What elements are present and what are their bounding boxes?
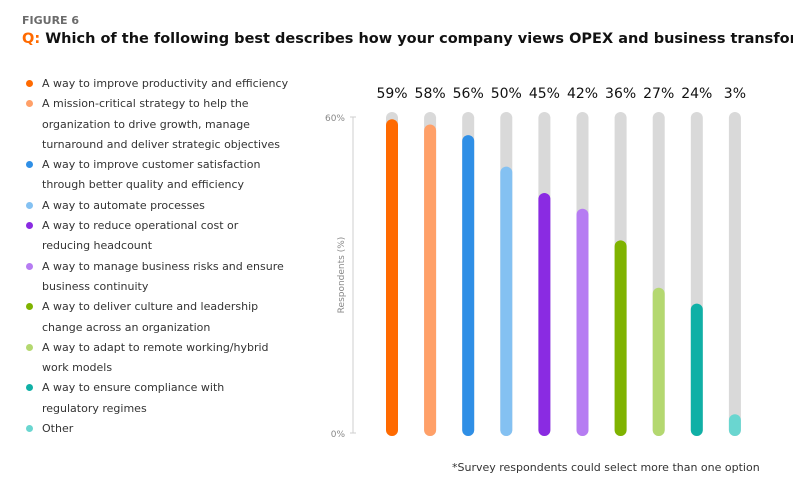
- legend: A way to improve productivity and effici…: [24, 74, 294, 439]
- legend-dot: [26, 222, 33, 230]
- legend-label: A way to ensure compliance with regulator…: [42, 381, 225, 415]
- legend-dot: [26, 262, 33, 270]
- legend-item: A way to ensure compliance with regulator…: [24, 378, 294, 419]
- legend-item: A way to manage business risks and ensur…: [24, 257, 294, 298]
- legend-item: A way to reduce operational cost or reduc…: [24, 216, 294, 257]
- bar: [652, 287, 665, 436]
- data-label: 36%: [605, 86, 636, 102]
- bar: [462, 135, 475, 437]
- data-label: 50%: [491, 86, 522, 102]
- legend-dot: [26, 100, 33, 108]
- legend-item: A way to automate processes: [24, 196, 294, 216]
- y-tick-label: 60%: [325, 114, 345, 124]
- data-label: 58%: [415, 86, 446, 102]
- legend-label: A way to deliver culture and leadership c…: [42, 300, 259, 334]
- bar: [690, 303, 703, 436]
- legend-dot: [26, 425, 33, 433]
- legend-label: A way to reduce operational cost or reduc…: [42, 219, 239, 253]
- legend-item: A way to improve customer satisfaction th…: [24, 155, 294, 196]
- legend-label: A way to adapt to remote working/hybrid w…: [42, 340, 269, 375]
- data-label: 45%: [529, 86, 560, 102]
- legend-dot: [26, 201, 33, 209]
- legend-dot: [26, 80, 33, 87]
- legend-label: A way to manage business risks and ensur…: [42, 259, 284, 293]
- legend-dot: [26, 343, 33, 351]
- question-text: Which of the following best describes ho…: [45, 31, 793, 47]
- bar: [538, 193, 551, 436]
- legend-item: A mission-critical strategy to help the o…: [24, 94, 294, 155]
- bar: [614, 240, 627, 436]
- y-tick-label: 0%: [331, 430, 346, 440]
- legend-dot: [26, 161, 33, 169]
- bar: [500, 166, 513, 436]
- legend-label: A way to improve productivity and effici…: [42, 77, 289, 90]
- legend-dot: [26, 384, 33, 392]
- legend-item: A way to deliver culture and leadership c…: [24, 297, 294, 338]
- legend-label: A way to automate processes: [42, 198, 205, 212]
- bar: [576, 208, 589, 436]
- data-label: 56%: [453, 86, 484, 102]
- data-label: 3%: [724, 86, 746, 102]
- chart-title: Q: Which of the following best describes…: [22, 31, 793, 47]
- legend-label: A mission-critical strategy to help the o…: [42, 97, 281, 151]
- data-label: 27%: [643, 86, 674, 102]
- question-prefix: Q:: [22, 31, 41, 47]
- data-label: 59%: [376, 86, 407, 102]
- bar: [386, 119, 398, 437]
- data-label: 42%: [567, 86, 598, 102]
- legend-item: A way to improve productivity and effici…: [24, 74, 294, 94]
- bar: [728, 414, 741, 436]
- y-axis-label: Respondents (%): [337, 237, 347, 314]
- figure-label: FIGURE 6: [22, 14, 80, 27]
- legend-label: A way to improve customer satisfaction th…: [42, 158, 261, 192]
- legend-dot: [26, 303, 33, 311]
- legend-label: Other: [42, 422, 74, 436]
- legend-item: A way to adapt to remote working/hybrid w…: [24, 338, 294, 379]
- bar: [424, 124, 437, 437]
- legend-item: Other: [24, 419, 294, 439]
- footnote: *Survey respondents could select more th…: [452, 461, 760, 474]
- data-label: 24%: [681, 86, 712, 102]
- bar-track: [728, 112, 741, 436]
